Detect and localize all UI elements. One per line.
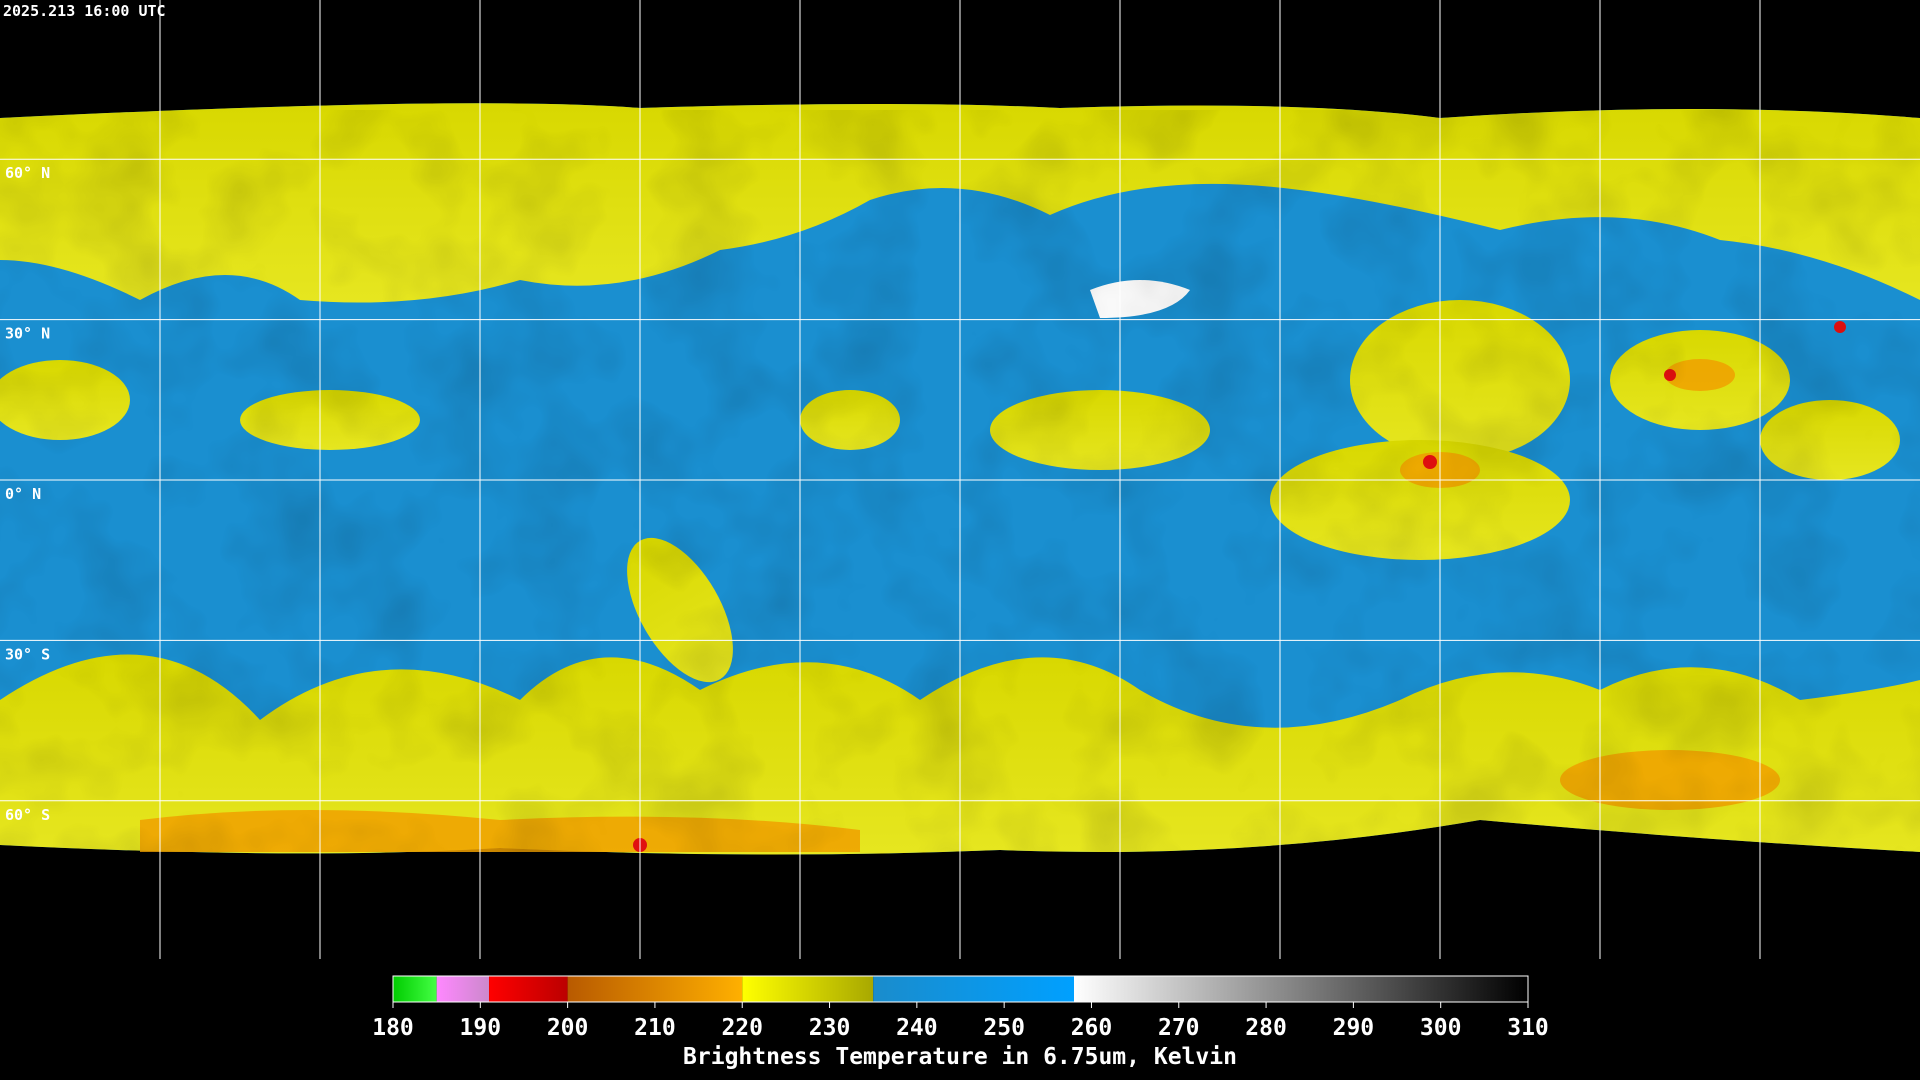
latitude-label: 30° S [5, 645, 50, 663]
map [0, 0, 1920, 959]
colorbar-tick-label: 310 [1507, 1015, 1549, 1041]
colorbar-tick-label: 190 [460, 1015, 502, 1041]
colorbar-frame [392, 975, 1529, 1003]
colorbar-tick-label: 270 [1158, 1015, 1200, 1041]
colorbar-tick-label: 280 [1245, 1015, 1287, 1041]
colorbar-tick-label: 300 [1420, 1015, 1462, 1041]
colorbar-segment [436, 976, 490, 1002]
latitude-labels: 60° N 30° N 0° N 30° S 60° S [5, 164, 50, 824]
colorbar-tick-label: 230 [809, 1015, 851, 1041]
colorbar-segment [567, 976, 743, 1002]
timestamp: 2025.213 16:00 UTC [3, 2, 166, 20]
colorbar-label: Brightness Temperature in 6.75um, Kelvin [683, 1044, 1237, 1070]
colorbar-tick-label: 220 [721, 1015, 763, 1041]
colorbar-tick-label: 210 [634, 1015, 676, 1041]
colorbar-segment [393, 976, 437, 1002]
latitude-label: 0° N [5, 485, 41, 503]
colorbar: 180 190 200 210 220 230 240 250 260 270 280 290 300 3… [372, 975, 1549, 1041]
colorbar-segment [489, 976, 568, 1002]
colorbar-tick-label: 250 [983, 1015, 1025, 1041]
latitude-label: 30° N [5, 325, 50, 343]
colorbar-segment [1074, 976, 1528, 1002]
colorbar-tick-label: 240 [896, 1015, 938, 1041]
latitude-label: 60° N [5, 164, 50, 182]
colorbar-tick-label: 290 [1333, 1015, 1375, 1041]
colorbar-segment [742, 976, 874, 1002]
colorbar-tick-label: 180 [372, 1015, 414, 1041]
latitude-label: 60° S [5, 806, 50, 824]
colorbar-tick-label: 200 [547, 1015, 589, 1041]
colorbar-tick-label: 260 [1071, 1015, 1113, 1041]
colorbar-segment [873, 976, 1074, 1002]
graticule [0, 0, 1920, 959]
